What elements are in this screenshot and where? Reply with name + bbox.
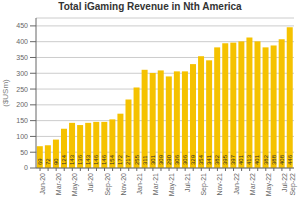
- svg-text:290: 290: [166, 154, 172, 165]
- svg-text:395: 395: [222, 154, 228, 165]
- svg-text:146: 146: [101, 154, 107, 165]
- svg-text:72: 72: [45, 158, 51, 165]
- svg-text:350: 350: [16, 54, 28, 61]
- svg-text:100: 100: [16, 133, 28, 140]
- svg-text:0: 0: [24, 164, 28, 171]
- svg-text:Mar-22: Mar-22: [249, 173, 256, 195]
- svg-text:306: 306: [174, 154, 180, 165]
- svg-text:400: 400: [16, 38, 28, 45]
- svg-text:Jul-21: Jul-21: [184, 173, 191, 192]
- html-text:Total iGaming Revenue in Nth A: Total iGaming Revenue in Nth America: [58, 1, 242, 12]
- svg-text:200: 200: [16, 101, 28, 108]
- svg-text:143: 143: [85, 154, 91, 165]
- svg-text:May-20: May-20: [71, 173, 79, 196]
- svg-text:Sep-21: Sep-21: [200, 173, 208, 196]
- svg-text:Nov-20: Nov-20: [120, 173, 127, 196]
- svg-text:413: 413: [246, 154, 252, 165]
- svg-text:Jan-20: Jan-20: [39, 173, 46, 195]
- svg-text:Mar-21: Mar-21: [152, 173, 159, 195]
- svg-text:50: 50: [20, 149, 28, 156]
- svg-text:Jul-20: Jul-20: [87, 173, 94, 192]
- svg-text:301: 301: [150, 154, 156, 165]
- svg-text:354: 354: [198, 154, 204, 165]
- svg-text:Jan-21: Jan-21: [136, 173, 143, 195]
- svg-text:382: 382: [263, 154, 269, 165]
- svg-text:May-21: May-21: [168, 173, 176, 196]
- svg-text:Jul-22: Jul-22: [281, 173, 288, 192]
- svg-text:382: 382: [214, 154, 220, 165]
- svg-text:446: 446: [287, 154, 292, 165]
- svg-text:Mar-20: Mar-20: [55, 173, 62, 195]
- svg-text:124: 124: [61, 154, 67, 165]
- svg-text:450: 450: [16, 22, 28, 29]
- svg-text:397: 397: [230, 154, 236, 165]
- svg-text:306: 306: [182, 154, 188, 165]
- svg-text:($USm): ($USm): [8, 79, 10, 107]
- svg-text:69: 69: [37, 158, 43, 165]
- svg-text:341: 341: [206, 154, 212, 165]
- svg-text:309: 309: [158, 154, 164, 165]
- svg-text:Sep-20: Sep-20: [104, 173, 112, 196]
- svg-text:329: 329: [190, 154, 196, 165]
- svg-text:255: 255: [134, 154, 140, 165]
- svg-text:408: 408: [279, 154, 285, 165]
- svg-text:Jan-22: Jan-22: [233, 173, 240, 195]
- svg-text:401: 401: [238, 154, 244, 165]
- svg-text:300: 300: [16, 70, 28, 77]
- svg-text:150: 150: [16, 117, 28, 124]
- svg-text:90: 90: [53, 158, 59, 165]
- svg-text:311: 311: [142, 155, 148, 165]
- svg-text:146: 146: [93, 154, 99, 165]
- svg-text:May-22: May-22: [265, 173, 273, 196]
- svg-text:143: 143: [69, 154, 75, 165]
- svg-text:Nov-21: Nov-21: [216, 173, 223, 196]
- svg-text:154: 154: [109, 154, 115, 165]
- svg-text:Sep-22: Sep-22: [289, 173, 292, 196]
- svg-text:401: 401: [254, 154, 260, 165]
- svg-text:172: 172: [117, 154, 123, 165]
- svg-text:217: 217: [125, 154, 131, 165]
- svg-text:388: 388: [271, 154, 277, 165]
- svg-text:136: 136: [77, 154, 83, 165]
- svg-text:250: 250: [16, 86, 28, 93]
